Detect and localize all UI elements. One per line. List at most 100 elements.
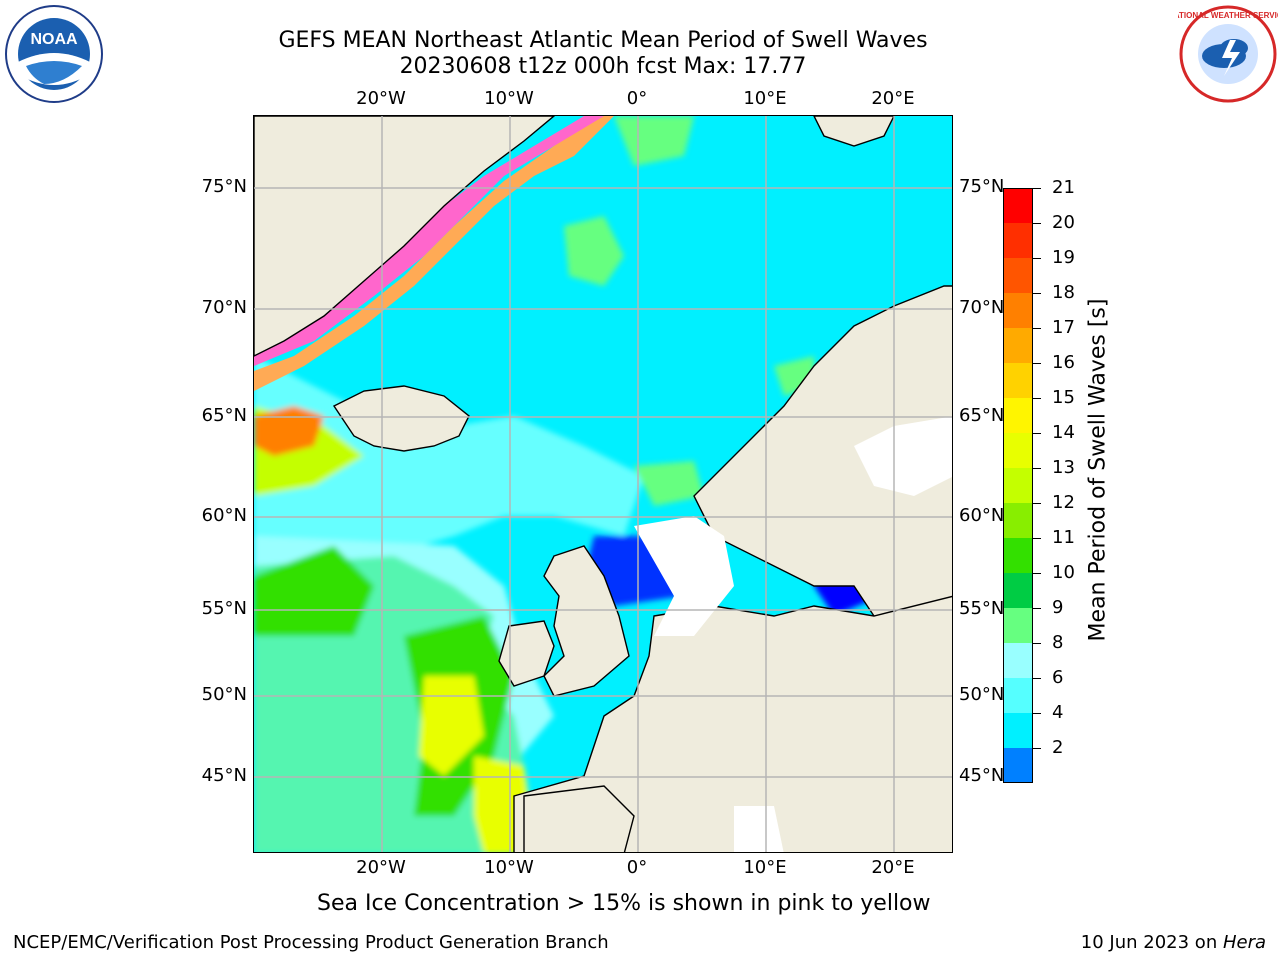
sea-ice: [254, 116, 614, 391]
colorbar-tick-mark-3: [1033, 293, 1041, 294]
colorbar-tick-mark-15: [1033, 713, 1041, 714]
gridlines: [254, 116, 952, 852]
lon-tick-bottom-1: 10°W: [484, 857, 534, 878]
no-data-areas: [634, 416, 952, 852]
colorbar-tick-mark-14: [1033, 678, 1041, 679]
lon-tick-top-1: 10°W: [484, 88, 534, 109]
colorbar-tick-10: 11: [1052, 527, 1075, 548]
colorbar-outline: [1003, 188, 1033, 783]
lon-tick-top-3: 10°E: [743, 88, 787, 109]
colorbar-segment-6: [1003, 398, 1033, 433]
colorbar-svg: [1003, 188, 1033, 784]
lat-tick-left-6: 45°N: [201, 765, 247, 786]
iceland: [332, 385, 470, 452]
lon-tick-bottom-0: 20°W: [356, 857, 406, 878]
noaa-logo-text: NOAA: [30, 31, 78, 48]
colorbar-segment-16: [1003, 748, 1033, 783]
colorbar-label: Mean Period of Swell Waves [s]: [1085, 298, 1111, 642]
colorbar-segment-10: [1003, 538, 1033, 573]
colorbar-tick-15: 4: [1052, 702, 1064, 723]
colorbar-segment-8: [1003, 468, 1033, 503]
colorbar-tick-5: 16: [1052, 352, 1075, 373]
lat-tick-right-2: 65°N: [959, 405, 1005, 426]
colorbar-segment-1: [1003, 223, 1033, 258]
colorbar-segment-12: [1003, 608, 1033, 643]
footer-date: 10 Jun 2023 on Hera: [1081, 933, 1266, 953]
colorbar-tick-14: 6: [1052, 667, 1064, 688]
colorbar-tick-16: 2: [1052, 737, 1064, 758]
colorbar-tick-3: 18: [1052, 282, 1075, 303]
colorbar-tick-mark-9: [1033, 503, 1041, 504]
chart-title-line1: GEFS MEAN Northeast Atlantic Mean Period…: [278, 28, 928, 53]
greenland: [254, 116, 556, 357]
lon-tick-bottom-3: 10°E: [743, 857, 787, 878]
colorbar-tick-mark-6: [1033, 398, 1041, 399]
colorbar-segment-7: [1003, 433, 1033, 468]
chart-title-line2: 20230608 t12z 000h fcst Max: 17.77: [399, 54, 807, 79]
nws-logo-text: NATIONAL WEATHER SERVICE: [1178, 11, 1278, 20]
footer-credit: NCEP/EMC/Verification Post Processing Pr…: [13, 932, 609, 953]
nws-logo: NATIONAL WEATHER SERVICE: [1168, 4, 1280, 104]
colorbar-tick-1: 20: [1052, 212, 1075, 233]
lon-tick-bottom-2: 0°: [626, 857, 648, 878]
colorbar-tick-11: 10: [1052, 562, 1075, 583]
colorbar-tick-mark-5: [1033, 363, 1041, 364]
lat-tick-right-3: 60°N: [959, 505, 1005, 526]
colorbar: [1003, 188, 1033, 784]
lat-tick-left-4: 55°N: [201, 598, 247, 619]
colorbar-tick-13: 8: [1052, 632, 1064, 653]
ireland: [498, 620, 555, 687]
colorbar-segment-11: [1003, 573, 1033, 608]
colorbar-segment-3: [1003, 293, 1033, 328]
colorbar-tick-8: 13: [1052, 457, 1075, 478]
lat-tick-right-4: 55°N: [959, 598, 1005, 619]
colorbar-tick-mark-4: [1033, 328, 1041, 329]
lat-tick-right-6: 45°N: [959, 765, 1005, 786]
iberia: [523, 785, 635, 852]
colorbar-tick-mark-13: [1033, 643, 1041, 644]
lon-tick-top-4: 20°E: [871, 88, 915, 109]
lat-tick-right-5: 50°N: [959, 684, 1005, 705]
colorbar-tick-4: 17: [1052, 317, 1075, 338]
map-frame: [253, 115, 953, 853]
lat-tick-left-5: 50°N: [201, 684, 247, 705]
colorbar-segment-9: [1003, 503, 1033, 538]
colorbar-segment-0: [1003, 188, 1033, 223]
colorbar-tick-mark-1: [1033, 223, 1041, 224]
colorbar-segment-14: [1003, 678, 1033, 713]
colorbar-segment-13: [1003, 643, 1033, 678]
colorbar-tick-mark-16: [1033, 748, 1041, 749]
lat-tick-left-3: 60°N: [201, 505, 247, 526]
colorbar-tick-mark-0: [1033, 188, 1041, 189]
colorbar-segment-2: [1003, 258, 1033, 293]
continental-europe: [513, 595, 952, 852]
lat-tick-left-0: 75°N: [201, 176, 247, 197]
colorbar-tick-9: 12: [1052, 492, 1075, 513]
lat-tick-left-2: 65°N: [201, 405, 247, 426]
lon-tick-top-0: 20°W: [356, 88, 406, 109]
lat-tick-left-1: 70°N: [201, 297, 247, 318]
colorbar-tick-mark-2: [1033, 258, 1041, 259]
colorbar-tick-mark-11: [1033, 573, 1041, 574]
colorbar-segment-4: [1003, 328, 1033, 363]
lon-tick-top-2: 0°: [626, 88, 648, 109]
colorbar-segment-15: [1003, 713, 1033, 748]
colorbar-tick-2: 19: [1052, 247, 1075, 268]
footer-date-text: 10 Jun 2023 on: [1080, 932, 1223, 953]
colorbar-tick-6: 15: [1052, 387, 1075, 408]
sea-ice-caption: Sea Ice Concentration > 15% is shown in …: [317, 891, 931, 916]
lat-tick-right-1: 70°N: [959, 297, 1005, 318]
colorbar-tick-mark-10: [1033, 538, 1041, 539]
noaa-logo: NOAA: [4, 4, 104, 104]
colorbar-tick-12: 9: [1052, 597, 1064, 618]
colorbar-tick-mark-8: [1033, 468, 1041, 469]
lat-tick-right-0: 75°N: [959, 176, 1005, 197]
colorbar-segment-5: [1003, 363, 1033, 398]
colorbar-tick-7: 14: [1052, 422, 1075, 443]
svalbard: [813, 116, 895, 147]
colorbar-tick-mark-12: [1033, 608, 1041, 609]
footer-host: Hera: [1222, 932, 1266, 953]
lon-tick-bottom-4: 20°E: [871, 857, 915, 878]
colorbar-tick-mark-7: [1033, 433, 1041, 434]
colorbar-tick-0: 21: [1052, 177, 1075, 198]
